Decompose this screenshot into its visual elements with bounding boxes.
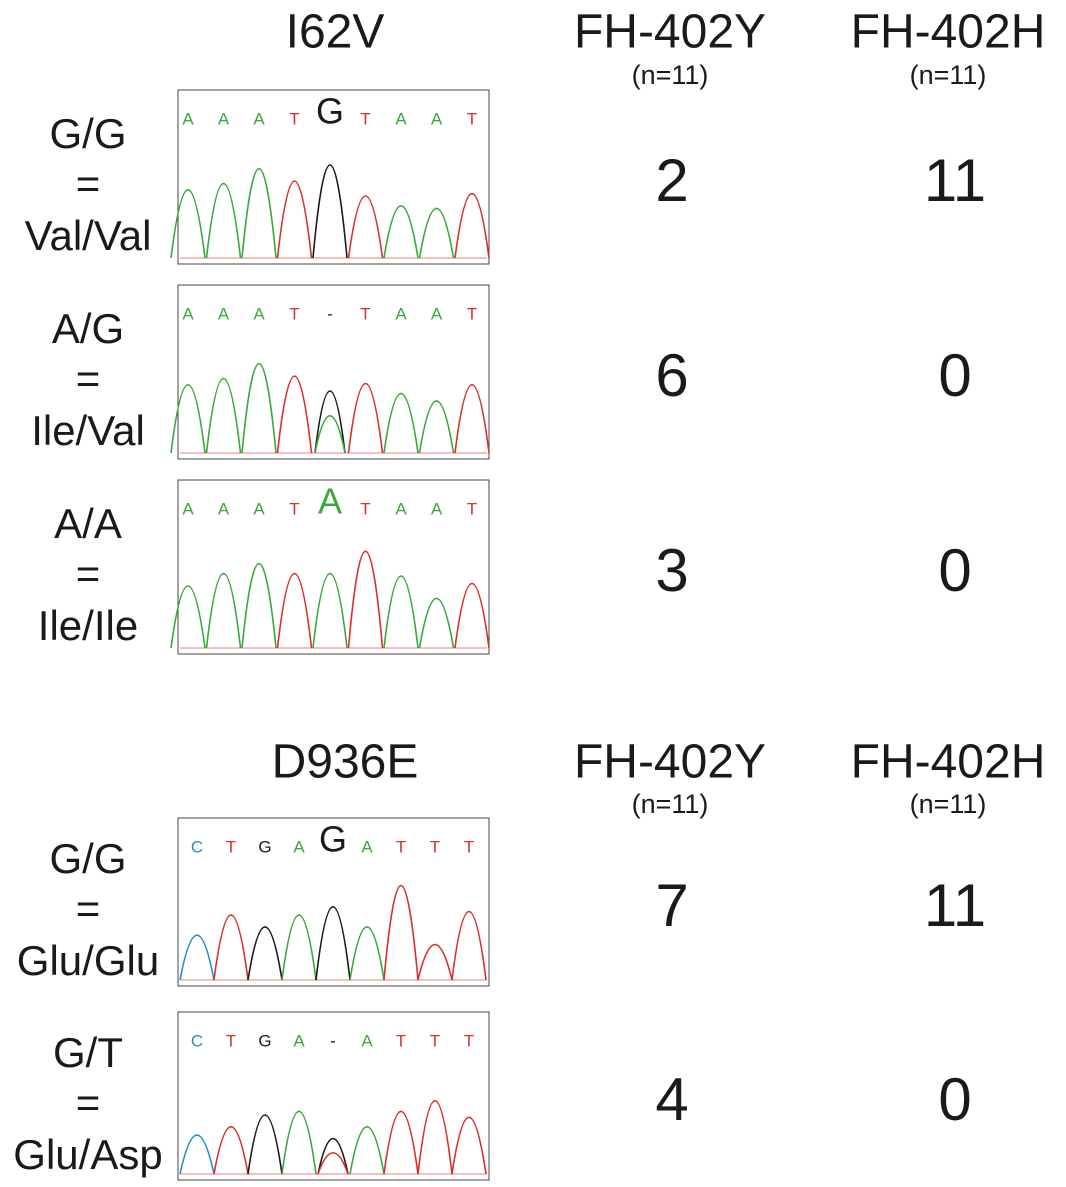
base-call: T bbox=[289, 109, 299, 128]
base-call: A bbox=[431, 304, 443, 323]
base-call: A bbox=[395, 304, 407, 323]
column-n: (n=11) bbox=[632, 789, 709, 819]
column-header: FH-402Y bbox=[574, 736, 766, 789]
base-call: A bbox=[253, 109, 265, 128]
count: 7 bbox=[655, 872, 688, 939]
base-call: A bbox=[318, 481, 342, 522]
panel-title: D936E bbox=[272, 736, 419, 789]
base-call: A bbox=[431, 109, 443, 128]
base-call: T bbox=[396, 1031, 406, 1050]
figure: I62VFH-402Y(n=11)FH-402H(n=11)G/G=Val/Va… bbox=[0, 0, 1066, 1182]
page: I62VFH-402Y(n=11)FH-402H(n=11)G/G=Val/Va… bbox=[0, 0, 1066, 1182]
base-call: T bbox=[430, 837, 440, 856]
base-call: T bbox=[360, 109, 370, 128]
equals: = bbox=[76, 355, 101, 402]
equals: = bbox=[76, 550, 101, 597]
base-call: T bbox=[289, 304, 299, 323]
column-n: (n=11) bbox=[910, 789, 987, 819]
base-call: G bbox=[258, 837, 271, 856]
base-call: A bbox=[182, 499, 194, 518]
equals: = bbox=[76, 1079, 101, 1126]
base-call: C bbox=[191, 1031, 203, 1050]
base-call: A bbox=[253, 304, 265, 323]
base-call: T bbox=[430, 1031, 440, 1050]
column-n: (n=11) bbox=[632, 60, 709, 90]
base-call: G bbox=[258, 1031, 271, 1050]
base-call: - bbox=[330, 1031, 336, 1050]
base-call: G bbox=[316, 91, 344, 132]
base-call: T bbox=[467, 304, 477, 323]
genotype: G/G bbox=[49, 110, 126, 157]
equals: = bbox=[76, 885, 101, 932]
column-header: FH-402Y bbox=[574, 6, 766, 59]
base-call: T bbox=[226, 1031, 236, 1050]
panel-title: I62V bbox=[286, 6, 385, 59]
residues: Glu/Glu bbox=[17, 937, 159, 984]
base-call: - bbox=[327, 304, 333, 323]
base-call: A bbox=[431, 499, 443, 518]
residues: Glu/Asp bbox=[13, 1131, 162, 1178]
count: 0 bbox=[938, 342, 971, 409]
base-call: T bbox=[464, 1031, 474, 1050]
base-call: A bbox=[218, 109, 230, 128]
genotype: A/G bbox=[52, 305, 124, 352]
base-call: A bbox=[293, 1031, 305, 1050]
genotype: A/A bbox=[54, 500, 122, 547]
count: 11 bbox=[924, 147, 986, 214]
count: 6 bbox=[655, 342, 688, 409]
base-call: T bbox=[360, 304, 370, 323]
count: 0 bbox=[938, 1066, 971, 1133]
base-call: A bbox=[182, 109, 194, 128]
genotype: G/G bbox=[49, 835, 126, 882]
base-call: T bbox=[467, 499, 477, 518]
base-call: A bbox=[395, 499, 407, 518]
base-call: T bbox=[464, 837, 474, 856]
base-call: A bbox=[182, 304, 194, 323]
residues: Ile/Ile bbox=[38, 602, 138, 649]
base-call: A bbox=[293, 837, 305, 856]
count: 0 bbox=[938, 537, 971, 604]
base-call: A bbox=[361, 837, 373, 856]
base-call: C bbox=[191, 837, 203, 856]
count: 3 bbox=[655, 537, 688, 604]
genotype: G/T bbox=[53, 1029, 123, 1076]
column-header: FH-402H bbox=[851, 6, 1046, 59]
count: 4 bbox=[655, 1066, 688, 1133]
column-n: (n=11) bbox=[910, 60, 987, 90]
column-header: FH-402H bbox=[851, 736, 1046, 789]
residues: Ile/Val bbox=[31, 407, 145, 454]
base-call: A bbox=[395, 109, 407, 128]
count: 11 bbox=[924, 872, 986, 939]
base-call: T bbox=[289, 499, 299, 518]
base-call: T bbox=[396, 837, 406, 856]
base-call: A bbox=[253, 499, 265, 518]
base-call: T bbox=[360, 499, 370, 518]
base-call: T bbox=[226, 837, 236, 856]
base-call: G bbox=[319, 819, 347, 860]
base-call: T bbox=[467, 109, 477, 128]
base-call: A bbox=[218, 304, 230, 323]
residues: Val/Val bbox=[25, 212, 152, 259]
base-call: A bbox=[218, 499, 230, 518]
base-call: A bbox=[361, 1031, 373, 1050]
equals: = bbox=[76, 160, 101, 207]
count: 2 bbox=[655, 147, 688, 214]
